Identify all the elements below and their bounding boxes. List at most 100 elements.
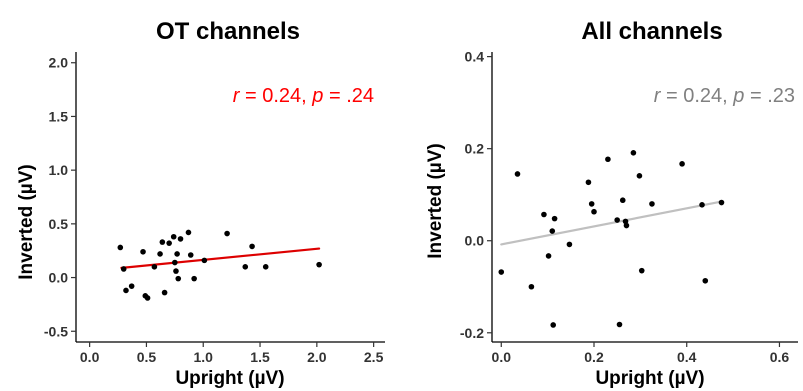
- data-point: [161, 289, 168, 296]
- data-point: [316, 261, 322, 268]
- data-point: [185, 229, 192, 236]
- regression-line: [500, 200, 723, 246]
- data-point: [128, 283, 135, 289]
- data-point: [120, 266, 127, 272]
- x-tick-label: 0.0: [492, 349, 512, 365]
- data-point: [262, 264, 269, 270]
- plot-area: -0.5 0.0 0.5 1.0 1.5 2.0 0.0 0.5 1.0 1.5 2.0 2.5: [44, 52, 385, 365]
- p-symbol: p: [732, 85, 744, 107]
- p-value: .23: [767, 85, 795, 107]
- y-tick-label: 0.2: [465, 141, 485, 157]
- data-point: [123, 287, 129, 294]
- data-point: [616, 321, 623, 328]
- panel-ot-channels: OT channels Inverted (µV) Upright (µV) r…: [16, 18, 385, 389]
- data-point: [174, 251, 180, 257]
- data-point: [718, 199, 725, 206]
- y-tick-label: 2.0: [49, 55, 69, 71]
- y-tick-label: 0.4: [465, 49, 485, 65]
- data-point: [630, 150, 637, 156]
- data-point: [172, 259, 178, 266]
- chart-title: OT channels: [156, 18, 300, 45]
- y-tick-label: 0.0: [465, 233, 485, 249]
- data-point: [551, 215, 558, 222]
- plot-area: -0.2 0.0 0.2 0.4 0.0 0.2 0.4 0.6: [460, 49, 798, 365]
- data-point: [699, 202, 705, 208]
- x-axis-label: Upright (µV): [595, 368, 704, 389]
- data-point: [175, 275, 182, 282]
- y-axis-label: Inverted (µV): [425, 143, 446, 258]
- x-axis-label: Upright (µV): [175, 368, 284, 389]
- data-point: [614, 217, 620, 223]
- data-point: [541, 211, 547, 218]
- x-tick-label: 1.5: [250, 349, 270, 365]
- data-point: [588, 201, 595, 207]
- y-tick-label: 0.5: [49, 216, 69, 232]
- x-tick-label: 0.4: [677, 349, 697, 365]
- data-point: [566, 241, 573, 248]
- annotation-separator: ,: [722, 85, 733, 107]
- data-point: [159, 239, 166, 245]
- data-point: [514, 171, 521, 177]
- y-tick-label: 0.0: [49, 270, 69, 286]
- data-point: [605, 156, 611, 163]
- x-tick-label: 0.0: [80, 349, 100, 365]
- data-point: [679, 161, 685, 167]
- data-point: [545, 253, 552, 259]
- correlation-annotation: r = 0.24, p = .23: [654, 85, 795, 107]
- data-point: [224, 230, 230, 237]
- data-point: [702, 277, 709, 284]
- data-point: [649, 201, 655, 207]
- regression-line: [120, 247, 321, 269]
- r-equals: =: [660, 85, 683, 107]
- data-point: [151, 264, 158, 270]
- r-symbol: r: [654, 85, 662, 107]
- x-tick-label: 2.0: [307, 349, 327, 365]
- r-symbol: r: [233, 85, 241, 107]
- r-value: 0.24: [683, 85, 722, 107]
- y-tick-label: -0.5: [44, 323, 68, 339]
- data-point: [585, 179, 592, 186]
- data-point: [201, 257, 208, 264]
- x-tick-label: 0.2: [584, 349, 604, 365]
- r-value: 0.24: [262, 85, 301, 107]
- p-equals: =: [744, 85, 767, 107]
- y-axis-label: Inverted (µV): [16, 164, 37, 279]
- data-point: [636, 173, 643, 179]
- panel-all-channels: All channels Inverted (µV) Upright (µV) …: [425, 18, 798, 389]
- r-equals: =: [239, 85, 262, 107]
- data-point: [549, 228, 556, 234]
- data-point: [157, 251, 163, 257]
- chart-title: All channels: [581, 18, 722, 45]
- y-tick-label: 1.0: [49, 162, 69, 178]
- data-point: [591, 208, 597, 215]
- x-tick-label: 1.0: [194, 349, 214, 365]
- data-point: [191, 275, 197, 282]
- data-point: [144, 295, 151, 301]
- data-point: [173, 268, 179, 274]
- p-value: .24: [346, 85, 374, 107]
- data-point: [550, 322, 556, 328]
- correlation-annotation: r = 0.24, p = .24: [233, 85, 374, 107]
- data-point: [638, 267, 645, 274]
- data-point: [249, 243, 255, 250]
- x-tick-label: 0.6: [770, 349, 790, 365]
- data-point: [242, 264, 249, 270]
- data-point: [498, 269, 505, 275]
- data-point: [177, 236, 184, 242]
- data-point: [166, 240, 172, 246]
- x-tick-label: 2.5: [364, 349, 384, 365]
- data-point: [170, 233, 177, 240]
- data-point: [623, 222, 630, 229]
- data-point: [528, 283, 535, 290]
- data-point: [140, 248, 146, 255]
- annotation-separator: ,: [301, 85, 312, 107]
- y-tick-label: -0.2: [460, 325, 484, 341]
- p-symbol: p: [311, 85, 323, 107]
- p-equals: =: [323, 85, 346, 107]
- y-tick-label: 1.5: [49, 108, 69, 124]
- data-point: [619, 197, 626, 204]
- data-point: [117, 244, 124, 251]
- data-point: [187, 252, 194, 258]
- x-tick-label: 0.5: [137, 349, 157, 365]
